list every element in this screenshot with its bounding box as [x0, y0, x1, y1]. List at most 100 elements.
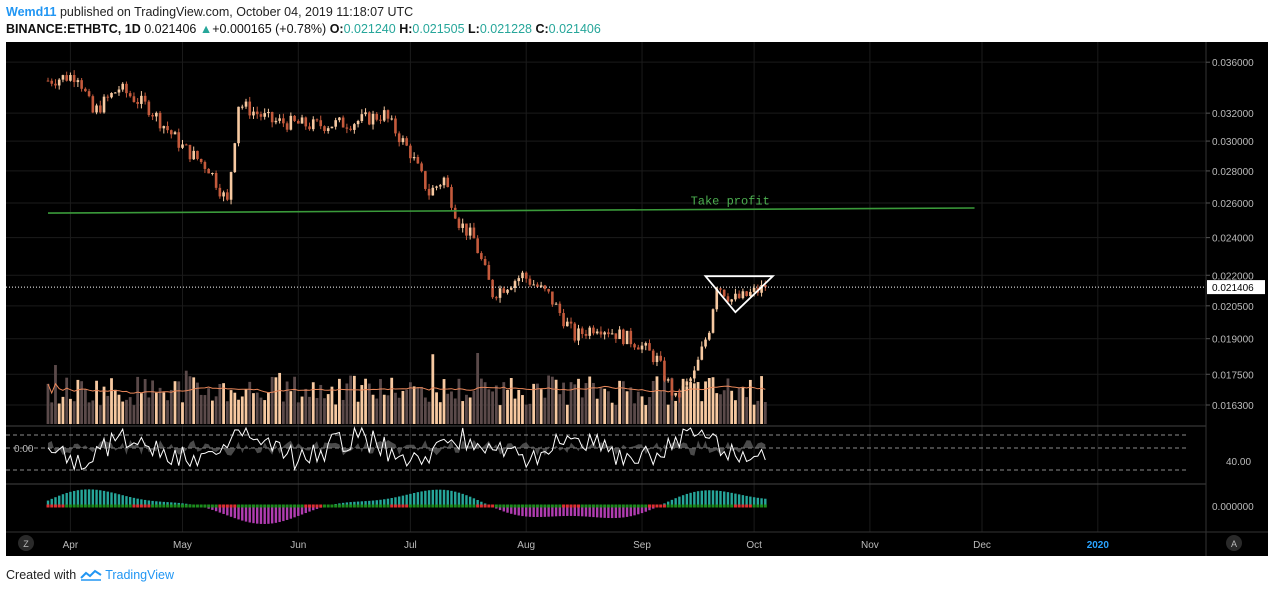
- candle-body: [536, 284, 539, 287]
- price-tick-label: 0.030000: [1212, 137, 1254, 148]
- histogram-signal-dot: [98, 504, 102, 508]
- histogram-bar: [696, 491, 700, 506]
- histogram-bar: [173, 502, 177, 506]
- volume-bar: [304, 388, 308, 424]
- volume-bar: [252, 393, 255, 424]
- volume-bar: [143, 379, 147, 424]
- oscillator-value-label: 0.00: [14, 444, 34, 455]
- histogram-bar: [143, 499, 147, 506]
- histogram-signal-dot: [199, 504, 203, 508]
- histogram-signal-dot: [674, 504, 678, 508]
- volume-bar: [517, 389, 521, 424]
- histogram-signal-dot: [124, 504, 128, 508]
- histogram-bar: [629, 506, 633, 517]
- time-tick-label: Aug: [517, 540, 535, 551]
- price-tick-label: 0.016300: [1212, 401, 1254, 412]
- histogram-bar: [125, 496, 128, 506]
- volume-bar: [592, 382, 595, 424]
- volume-bar: [225, 401, 229, 424]
- candle-body: [304, 117, 308, 127]
- histogram-signal-dot: [300, 504, 304, 508]
- volume-bar: [166, 400, 169, 424]
- histogram-bar: [749, 496, 752, 506]
- time-tick-label: Oct: [746, 540, 762, 551]
- volume-bar: [125, 399, 128, 424]
- zoom-button-label: Z: [23, 539, 29, 549]
- candle-body: [764, 285, 767, 288]
- histogram-signal-dot: [718, 504, 722, 508]
- price-tick-label: 0.024000: [1212, 234, 1254, 245]
- close-value: 0.021406: [548, 22, 601, 36]
- candle-body: [752, 287, 756, 292]
- volume-bar: [689, 382, 692, 424]
- candle-body: [199, 158, 203, 163]
- histogram-signal-dot: [345, 504, 349, 508]
- histogram-signal-dot: [670, 504, 674, 508]
- author-name[interactable]: Wemd11: [6, 5, 57, 19]
- tradingview-link[interactable]: TradingView: [105, 568, 174, 582]
- volume-bar: [259, 397, 263, 424]
- up-arrow-icon: ▲: [199, 22, 213, 36]
- histogram-bar: [625, 506, 629, 517]
- volume-bar: [315, 398, 319, 424]
- candle-body: [678, 392, 681, 398]
- oscillator-fill: [48, 440, 766, 456]
- histogram-bar: [386, 498, 390, 506]
- histogram-signal-dot: [222, 504, 226, 508]
- volume-bar: [659, 390, 663, 424]
- histogram-signal-dot: [132, 504, 136, 508]
- candle-body: [472, 227, 476, 239]
- volume-bar: [636, 391, 640, 424]
- volume-bar: [629, 387, 633, 424]
- volume-bar: [416, 387, 420, 424]
- volume-bar: [506, 389, 509, 424]
- histogram-bar: [678, 496, 681, 506]
- histogram-signal-dot: [46, 504, 50, 508]
- histogram-bar: [364, 501, 367, 506]
- histogram-bar: [439, 489, 442, 506]
- histogram-bar: [99, 490, 102, 506]
- histogram-bar: [536, 506, 539, 518]
- histogram-signal-dot: [192, 504, 196, 508]
- histogram-bar: [383, 499, 386, 506]
- volume-bar: [113, 389, 117, 424]
- histogram-bar: [760, 498, 763, 506]
- histogram-bar: [412, 492, 416, 506]
- histogram-signal-dot: [225, 504, 229, 508]
- volume-bar: [405, 389, 409, 424]
- candle-body: [592, 327, 595, 334]
- histogram-bar: [513, 506, 517, 515]
- volume-bar: [106, 395, 110, 424]
- time-tick-label: 2020: [1087, 540, 1110, 551]
- volume-bar: [240, 396, 244, 424]
- volume-bar: [423, 397, 427, 424]
- histogram-bar: [562, 506, 565, 517]
- candle-body: [379, 119, 382, 121]
- candle-body: [214, 172, 218, 188]
- volume-bar: [300, 396, 304, 424]
- histogram-bar: [730, 492, 733, 506]
- volume-bar: [367, 383, 371, 424]
- time-axis[interactable]: Apr May Jun Jul Aug Sep Oct Nov Dec 2020 Z A: [6, 531, 1268, 551]
- histogram-bar: [704, 490, 707, 506]
- histogram-signal-dot: [136, 504, 140, 508]
- histogram-bar: [510, 506, 513, 514]
- candle-body: [465, 223, 468, 236]
- histogram-bar: [420, 491, 423, 506]
- candle-body: [330, 126, 334, 129]
- histogram-bar: [397, 496, 401, 506]
- volume-bar: [248, 381, 252, 424]
- histogram-signal-dot: [278, 504, 282, 508]
- histogram-bar: [543, 506, 547, 517]
- volume-bar: [132, 405, 136, 424]
- histogram-signal-dot: [80, 504, 84, 508]
- candle-body: [655, 355, 659, 363]
- volume-bar: [483, 382, 487, 424]
- price-axis[interactable]: 0.036000 0.032000 0.030000 0.028000 0.026000…: [1205, 42, 1265, 556]
- volume-bar: [558, 394, 562, 424]
- volume-bar: [87, 402, 91, 424]
- volume-bar: [151, 380, 155, 424]
- histogram-bar: [170, 502, 173, 506]
- candlesticks: [46, 70, 767, 403]
